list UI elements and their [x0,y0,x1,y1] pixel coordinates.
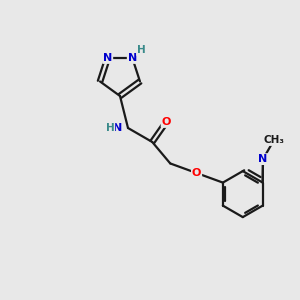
Text: N: N [103,53,112,63]
Text: O: O [192,168,201,178]
Text: H: H [137,45,146,55]
Text: O: O [162,117,171,127]
Text: CH₃: CH₃ [263,135,284,145]
Text: N: N [258,154,268,164]
Text: N: N [113,123,123,133]
Text: H: H [106,123,114,133]
Text: N: N [128,53,137,63]
